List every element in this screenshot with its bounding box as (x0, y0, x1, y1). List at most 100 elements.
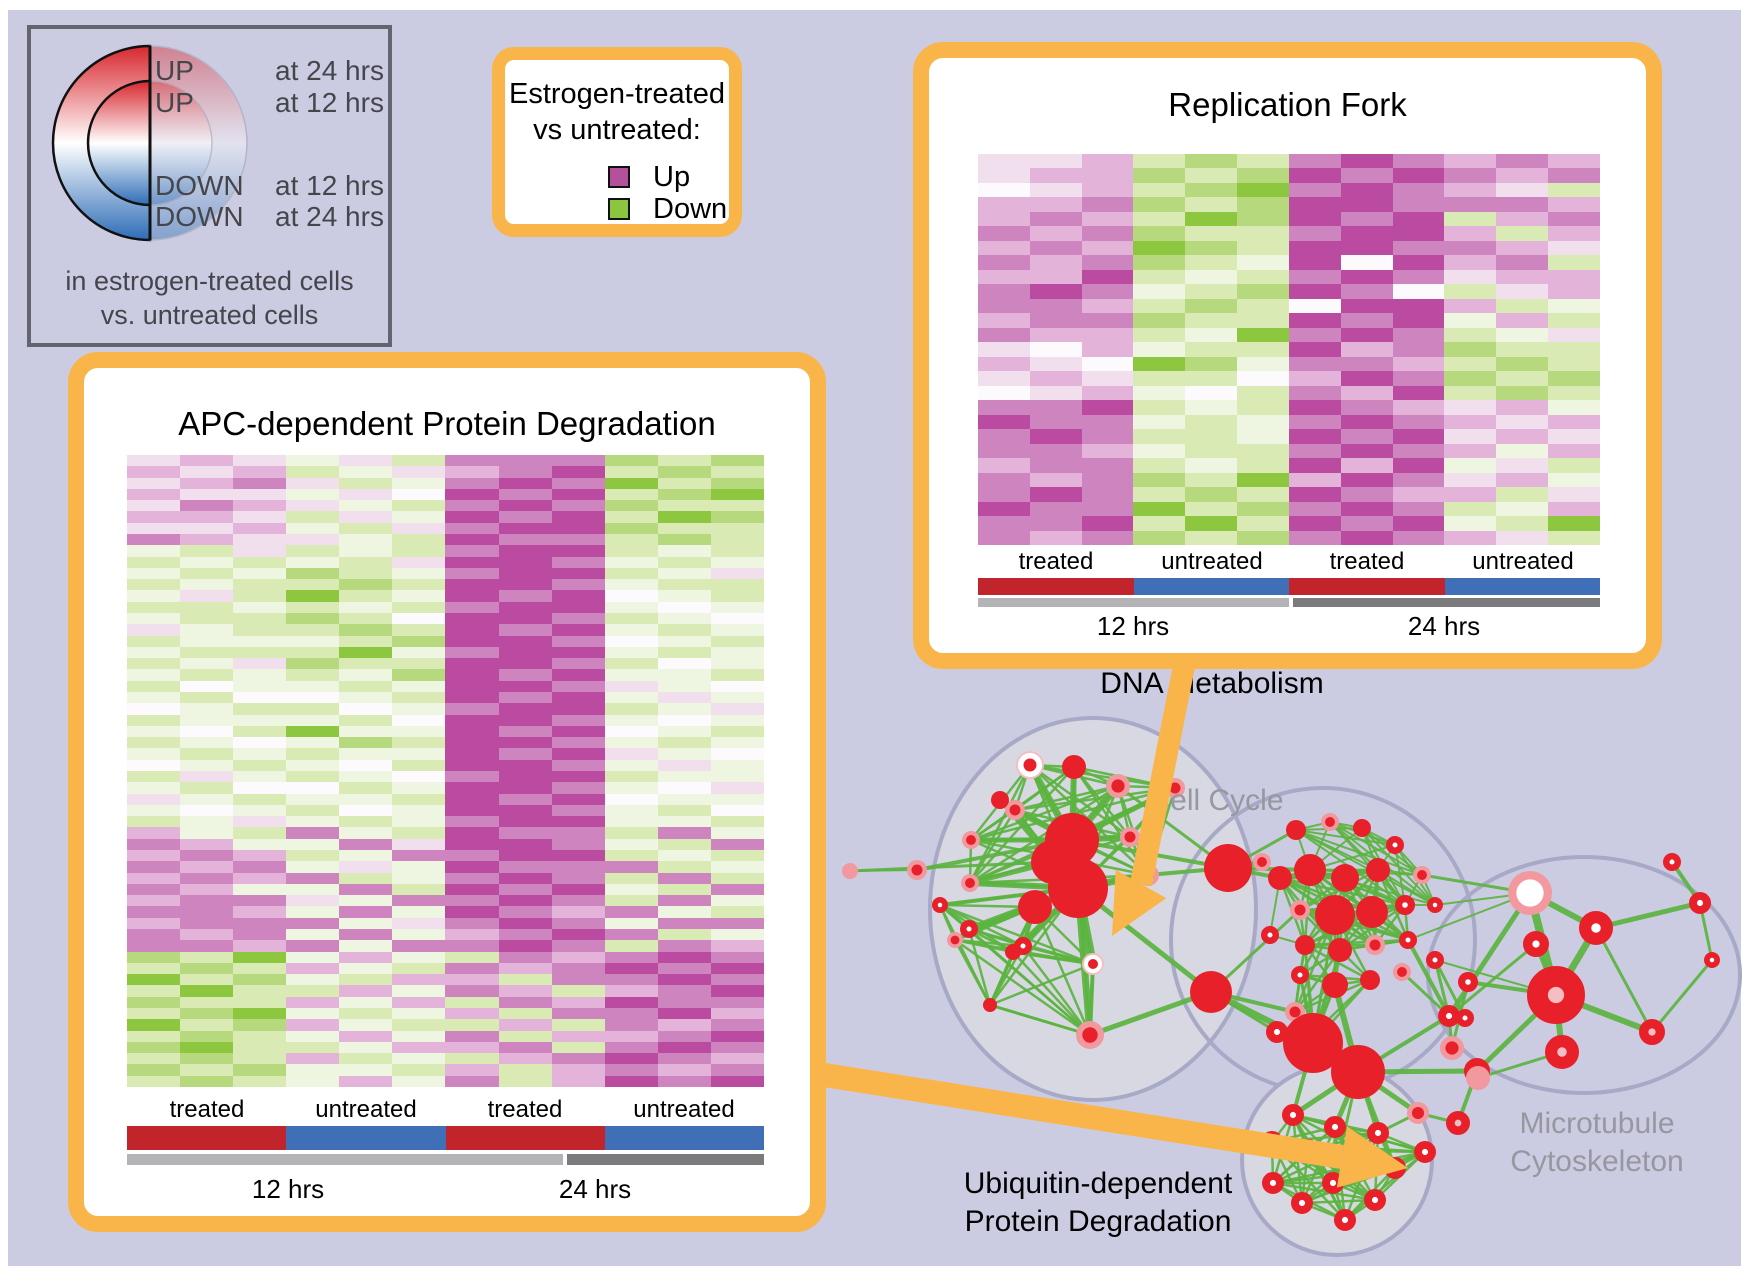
heatmap-cell (392, 590, 446, 602)
heatmap-cell (498, 601, 552, 613)
heatmap-cell (127, 477, 181, 489)
heatmap-cell (657, 511, 711, 523)
heatmap-cell (286, 680, 340, 692)
heatmap-cell (551, 906, 605, 918)
heatmap-cell (1548, 385, 1600, 401)
heatmap-cell (604, 579, 658, 591)
heatmap-cell (127, 725, 181, 738)
heatmap-cell (710, 1007, 764, 1020)
time-bar-12hrs (978, 598, 1289, 607)
heatmap-cell (1392, 501, 1445, 517)
heatmap-cell (1185, 371, 1238, 386)
heatmap-cell (1288, 516, 1341, 531)
heatmap-cell (127, 872, 181, 884)
ring-inner-right-half (149, 80, 213, 206)
heatmap-cell (180, 1019, 234, 1031)
heatmap-cell (1133, 487, 1186, 502)
heatmap-cell (498, 579, 552, 591)
heatmap-cell (498, 612, 552, 625)
heatmap-cell (180, 759, 234, 771)
heatmap-cell (233, 658, 287, 670)
heatmap-cell (233, 624, 287, 636)
heatmap-cell (286, 861, 340, 873)
heatmap-cell (551, 827, 605, 839)
heatmap-cell (180, 714, 234, 726)
heatmap-cell (445, 985, 499, 997)
heatmap-cell (286, 996, 340, 1008)
heatmap-cell (392, 624, 446, 636)
heatmap-cell (657, 725, 711, 738)
heatmap-cell (551, 849, 605, 862)
heatmap-cell (710, 928, 764, 941)
heatmap-cell (445, 522, 499, 534)
heatmap-cell (1444, 414, 1497, 430)
heatmap-cell (710, 827, 764, 839)
heatmap-cell (498, 906, 552, 918)
heatmap-cell (286, 951, 340, 963)
heatmap-cell (710, 838, 764, 850)
heatmap-cell (1133, 458, 1186, 473)
heatmap-cell (1029, 501, 1082, 517)
heatmap-cell (286, 838, 340, 850)
heatmap-cell (392, 940, 446, 952)
heatmap-cell (1185, 501, 1238, 517)
heatmap-cell (233, 962, 287, 975)
heatmap-cell (286, 940, 340, 952)
heatmap-cell (1340, 356, 1393, 372)
heatmap-cell (551, 1053, 605, 1065)
heatmap-cell (180, 466, 234, 478)
heatmap-cell (1029, 182, 1082, 198)
heatmap-cell (1237, 298, 1289, 314)
heatmap-cell (657, 782, 711, 794)
heatmap-cell (604, 906, 658, 918)
heatmap-cell (1081, 154, 1134, 169)
heatmap-cell (1444, 154, 1497, 169)
heatmap-cell (1392, 472, 1445, 488)
heatmap-cell (1288, 284, 1341, 299)
heatmap-cell (657, 680, 711, 692)
heatmap-cell (551, 816, 605, 828)
heatmap-cell (1444, 255, 1497, 270)
heatmap-cell (445, 962, 499, 975)
heatmap-cell (286, 601, 340, 613)
heatmap-cell (551, 714, 605, 726)
heatmap-cell (1496, 168, 1549, 183)
heatmap-cell (1081, 501, 1134, 517)
heatmap-cell (233, 804, 287, 817)
heatmap-cell (233, 590, 287, 602)
heatmap-cell (1444, 284, 1497, 299)
heatmap-cell (1288, 487, 1341, 502)
heatmap-cell (286, 1075, 340, 1087)
heatmap-cell (551, 883, 605, 896)
heatmap-cell (1392, 284, 1445, 299)
heatmap-cell (286, 1041, 340, 1054)
heatmap-cell (180, 725, 234, 738)
heatmap-cell (1133, 168, 1186, 183)
heatmap-cell (1133, 501, 1186, 517)
heatmap-cell (392, 1041, 446, 1054)
heatmap-cell (710, 1053, 764, 1065)
heatmap-cell (1444, 356, 1497, 372)
heatmap-cell (286, 748, 340, 760)
heatmap-cell (657, 635, 711, 647)
heatmap-cell (1496, 414, 1549, 430)
time-bar-12hrs (127, 1154, 563, 1165)
heatmap-cell (1496, 226, 1549, 241)
heatmap-cell (180, 793, 234, 805)
heatmap-cell (551, 917, 605, 929)
heatmap-cell (551, 533, 605, 546)
heatmap-cell (1340, 240, 1393, 256)
heatmap-cell (1237, 414, 1289, 430)
heatmap-cell (1029, 371, 1082, 386)
heatmap-cell (604, 985, 658, 997)
heatmap-cell (710, 737, 764, 749)
heatmap-cell (1444, 269, 1497, 285)
heatmap-cell (233, 782, 287, 794)
heatmap-cell (1496, 211, 1549, 227)
heatmap-cell (1288, 255, 1341, 270)
heatmap-cell (286, 691, 340, 704)
heatmap-cell (551, 1030, 605, 1042)
group-label: untreated (1472, 548, 1574, 575)
heatmap-cell (978, 284, 1030, 299)
heatmap-cell (604, 804, 658, 817)
